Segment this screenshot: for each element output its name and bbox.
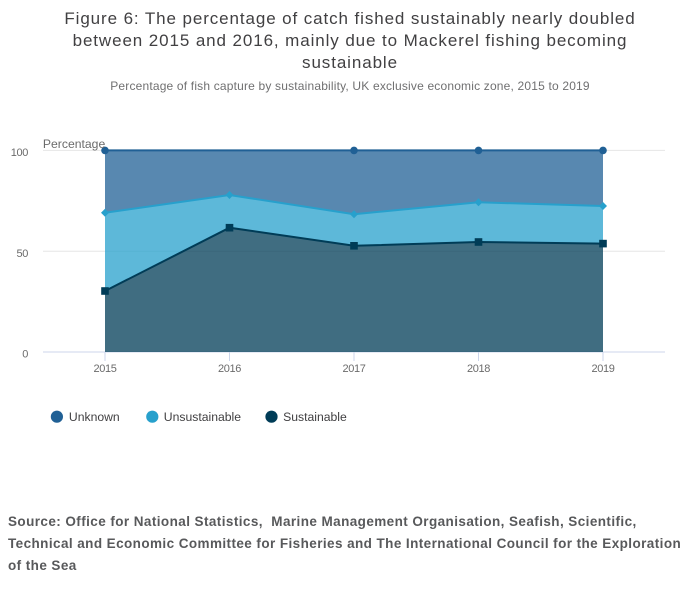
svg-text:50: 50 xyxy=(16,248,28,260)
svg-text:2018: 2018 xyxy=(467,363,490,375)
svg-text:2019: 2019 xyxy=(591,363,614,375)
svg-text:2016: 2016 xyxy=(218,363,241,375)
svg-text:2017: 2017 xyxy=(342,363,365,375)
svg-text:0: 0 xyxy=(22,349,28,361)
svg-text:Sustainable: Sustainable xyxy=(283,410,347,424)
svg-text:Unsustainable: Unsustainable xyxy=(164,410,241,424)
svg-text:Percentage: Percentage xyxy=(43,137,106,151)
svg-text:100: 100 xyxy=(11,147,29,159)
svg-text:2015: 2015 xyxy=(93,363,116,375)
svg-text:Unknown: Unknown xyxy=(69,410,120,424)
